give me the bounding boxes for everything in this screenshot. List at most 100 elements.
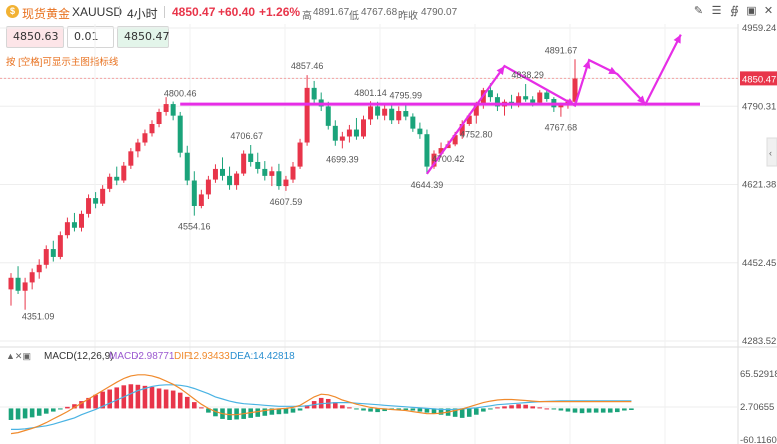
macd-histogram-bar — [128, 384, 134, 409]
macd-histogram-bar — [43, 408, 49, 414]
macd-histogram-bar — [36, 408, 42, 416]
candle-body — [262, 168, 268, 176]
candle-body — [537, 92, 543, 103]
macd-header: ▲✕▣ MACD(12,26,9) MACD: -2.98771 DIF: 12… — [0, 348, 777, 364]
macd-histogram-bar — [276, 408, 282, 415]
candle-body — [241, 153, 247, 174]
candle-body — [530, 99, 536, 103]
header-divider — [119, 6, 120, 18]
macd-histogram-bar — [558, 408, 564, 411]
prev-close-value: 4790.07 — [421, 7, 458, 18]
candle-body — [304, 87, 310, 143]
symbol-name-cn[interactable]: 现货黄金 — [22, 7, 71, 21]
macd-histogram-bar — [135, 384, 141, 409]
chart-grid — [0, 24, 777, 444]
candle-body — [135, 142, 141, 152]
candle-body — [170, 104, 176, 116]
macd-histogram-bar — [361, 408, 366, 411]
y-tick-label: 4283.52 — [742, 336, 776, 347]
macd-histogram-bar — [114, 387, 120, 409]
macd-histogram-bar — [79, 401, 84, 409]
buy-price-button[interactable]: 4850.47 — [117, 26, 170, 48]
macd-histogram-bar — [544, 408, 550, 410]
macd-axis: 65.52918 2.70655 -60.11608 — [740, 369, 777, 444]
macd-histogram-bar — [206, 408, 211, 413]
candle-body — [403, 111, 409, 117]
prev-close-label: 昨收 — [398, 11, 418, 22]
macd-name[interactable]: MACD(12,26,9) — [44, 351, 114, 362]
macd-histogram-bar — [163, 389, 169, 409]
candle-body — [523, 96, 529, 100]
y-tick-label: 4959.24 — [742, 23, 776, 34]
macd-histogram-bar — [586, 408, 592, 413]
candle-body — [389, 108, 395, 121]
screenshot-icon[interactable]: ▣ — [746, 5, 757, 17]
candle-body — [424, 134, 430, 167]
macd-histogram-bar — [304, 405, 310, 409]
macd-y-tick-label: 2.70655 — [740, 402, 774, 413]
price-change: +60.40 — [218, 5, 256, 19]
macd-histogram-bar — [474, 408, 479, 415]
candle-body — [290, 166, 296, 180]
sell-price-button[interactable]: 4850.63 — [6, 26, 64, 48]
lot-size-input[interactable]: 0.01 — [67, 26, 114, 48]
timeframe-selector[interactable]: 4小时 — [127, 7, 158, 21]
symbol-code[interactable]: XAUUSD — [72, 5, 123, 19]
macd-y-tick-label: -60.11608 — [740, 435, 777, 444]
macd-histogram-bar — [29, 408, 35, 418]
macd-histogram-bar — [199, 407, 204, 409]
macd-histogram-bar — [615, 408, 620, 413]
chevron-left-icon: ‹ — [769, 148, 772, 158]
candle-body — [248, 153, 254, 162]
macd-histogram-bar — [516, 404, 521, 409]
candle-body — [494, 97, 500, 107]
macd-histogram-bar — [368, 408, 373, 412]
price-extreme-label: 4351.09 — [22, 312, 55, 322]
candle-body — [57, 235, 63, 257]
macd-histogram-bar — [523, 404, 528, 409]
macd-histogram-bar — [100, 391, 105, 409]
macd-histogram-bar — [410, 408, 416, 411]
annotation-layer — [0, 34, 738, 175]
macd-histogram-bar — [424, 408, 430, 413]
price-extreme-label: 4752.80 — [460, 130, 493, 140]
macd-histogram-bar — [107, 389, 112, 409]
price-extreme-label: 4644.39 — [411, 180, 444, 190]
macd-histogram-bar — [396, 408, 402, 410]
draw-tool-icon[interactable]: ✎ — [693, 5, 704, 17]
candle-body — [332, 125, 338, 141]
macd-histogram-bar — [269, 408, 275, 415]
macd-histogram-bar — [629, 408, 634, 410]
price-extreme-label: 4554.16 — [178, 222, 211, 232]
macd-histogram-bar — [156, 388, 162, 409]
indicator-icon[interactable]: ∯ — [730, 5, 739, 17]
macd-histogram-bar — [22, 408, 28, 419]
candle-body — [438, 148, 444, 154]
candle-body — [227, 175, 233, 186]
price-extreme-label: 4699.39 — [326, 154, 359, 164]
candle-body — [311, 87, 317, 100]
candlestick-series — [8, 59, 578, 310]
candle-body — [156, 111, 162, 124]
forecast-arrowhead — [582, 60, 591, 69]
candle-body — [431, 153, 437, 167]
macd-histogram-bar — [459, 408, 465, 418]
indicator-settings-icon[interactable]: ▲✕▣ — [6, 351, 31, 361]
price-extreme-label: 4800.46 — [164, 89, 197, 99]
macd-histogram-bar — [509, 405, 514, 409]
macd-histogram-bar — [93, 394, 98, 409]
y-tick-label: 4452.45 — [742, 258, 776, 269]
close-icon[interactable]: ✕ — [763, 5, 774, 17]
price-extreme-label: 4795.99 — [390, 91, 423, 101]
macd-histogram-bar — [234, 408, 239, 420]
header-divider — [164, 6, 165, 18]
macd-histogram-bar — [600, 408, 606, 413]
chart-settings-icon[interactable]: ☰ — [711, 5, 722, 17]
dea-line — [11, 384, 632, 430]
candle-body — [396, 111, 402, 121]
gold-coin-icon: $ — [6, 5, 19, 18]
candle-body — [64, 222, 70, 236]
forecast-arrowhead — [637, 95, 646, 105]
candle-body — [114, 176, 120, 181]
